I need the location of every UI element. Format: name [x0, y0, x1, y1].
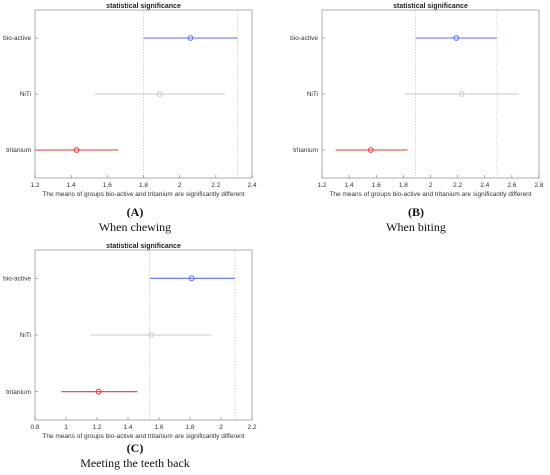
chart-a-title: statistical significance: [106, 3, 181, 10]
panel-label-b: (B): [408, 205, 424, 219]
chart-a-x-tick-label: 1.4: [67, 182, 76, 189]
caption-a: (A) When chewing: [0, 205, 270, 235]
chart-a-category-label: NiTi: [20, 91, 31, 98]
chart-c-x-tick-label: 2: [219, 424, 223, 431]
caption-c: (C) Meeting the teeth back: [0, 441, 270, 471]
chart-a-x-tick-label: 2.4: [247, 182, 256, 189]
chart-b-x-tick-label: 2: [429, 182, 433, 189]
chart-b-x-tick-label: 2.8: [534, 182, 543, 189]
chart-c-x-tick-label: 2.2: [247, 424, 256, 431]
chart-c-x-tick-label: 1.4: [123, 424, 132, 431]
caption-b: (B) When biting: [282, 205, 550, 235]
chart-a-x-tick-label: 2: [178, 182, 182, 189]
chart-c: statistical significance 0.8 1 1.2 1.4 1.6 1.8…: [3, 243, 257, 440]
chart-a: statistical significance 1.2 1.4 1.6 1.8 2 2.2…: [3, 3, 257, 198]
caption-text-b: When biting: [386, 220, 446, 234]
chart-b-title: statistical significance: [393, 3, 468, 10]
chart-b-x-axis-label: The means of groups bio-active and trita…: [329, 191, 531, 198]
chart-b-x-tick-label: 2.4: [480, 182, 489, 189]
chart-a-x-axis-label: The means of groups bio-active and trita…: [42, 191, 244, 198]
chart-a-x-tick-label: 2.2: [211, 182, 220, 189]
chart-c-category-label: bio-active: [3, 276, 31, 283]
chart-c-mean-marker-bio-active: [188, 275, 195, 282]
chart-c-x-tick-label: 1.2: [92, 424, 101, 431]
chart-b-x-tick-label: 1.8: [399, 182, 408, 189]
chart-c-x-tick-label: 1.6: [154, 424, 163, 431]
panel-label-c: (C): [126, 441, 144, 455]
chart-b-x-tick-label: 1.6: [372, 182, 381, 189]
caption-text-c: Meeting the teeth back: [80, 456, 190, 470]
chart-panel-b: statistical significance 1.2 1.4 1.6 1.8 2 2.2…: [282, 0, 550, 240]
panel-label-a: (A): [126, 205, 144, 219]
chart-c-category-label: tritanium: [6, 389, 31, 396]
chart-panel-c: statistical significance 0.8 1 1.2 1.4 1.6 1.8…: [0, 238, 270, 475]
caption-text-a: When chewing: [98, 220, 172, 234]
chart-c-category-label: NiTi: [20, 332, 31, 339]
chart-a-x-tick-label: 1.8: [139, 182, 148, 189]
chart-c-title: statistical significance: [106, 243, 181, 250]
chart-a-x-tick-label: 1.6: [103, 182, 112, 189]
chart-b-category-label: tritanium: [293, 147, 318, 154]
chart-b-x-tick-label: 1.4: [345, 182, 354, 189]
chart-b-mean-marker-bio-active: [453, 35, 460, 41]
chart-c-x-tick-label: 0.8: [30, 424, 39, 431]
chart-a-mean-marker-niti: [156, 91, 163, 97]
chart-a-x-tick-label: 1.2: [30, 182, 39, 189]
chart-a-mean-marker-bio-active: [187, 35, 194, 41]
chart-b-mean-marker-niti: [458, 91, 465, 97]
chart-b-category-label: bio-active: [290, 35, 318, 42]
chart-b-category-label: NiTi: [307, 91, 318, 98]
chart-a-mean-marker-tritanium: [73, 147, 80, 153]
chart-c-x-tick-label: 1.8: [185, 424, 194, 431]
chart-b-mean-marker-tritanium: [367, 147, 374, 153]
chart-c-x-axis-label: The means of groups bio-active and trita…: [42, 433, 244, 440]
chart-c-mean-marker-tritanium: [95, 388, 102, 395]
chart-c-x-tick-label: 1: [64, 424, 68, 431]
chart-panel-a: statistical significance 1.2 1.4 1.6 1.8 2 2.2…: [0, 0, 270, 240]
chart-b: statistical significance 1.2 1.4 1.6 1.8 2 2.2…: [290, 3, 544, 198]
chart-b-x-tick-label: 1.2: [317, 182, 326, 189]
chart-c-mean-marker-niti: [148, 332, 155, 338]
chart-a-category-label: bio-active: [3, 35, 31, 42]
chart-a-category-label: tritanium: [6, 147, 31, 154]
chart-b-x-tick-label: 2.6: [507, 182, 516, 189]
chart-b-x-tick-label: 2.2: [453, 182, 462, 189]
